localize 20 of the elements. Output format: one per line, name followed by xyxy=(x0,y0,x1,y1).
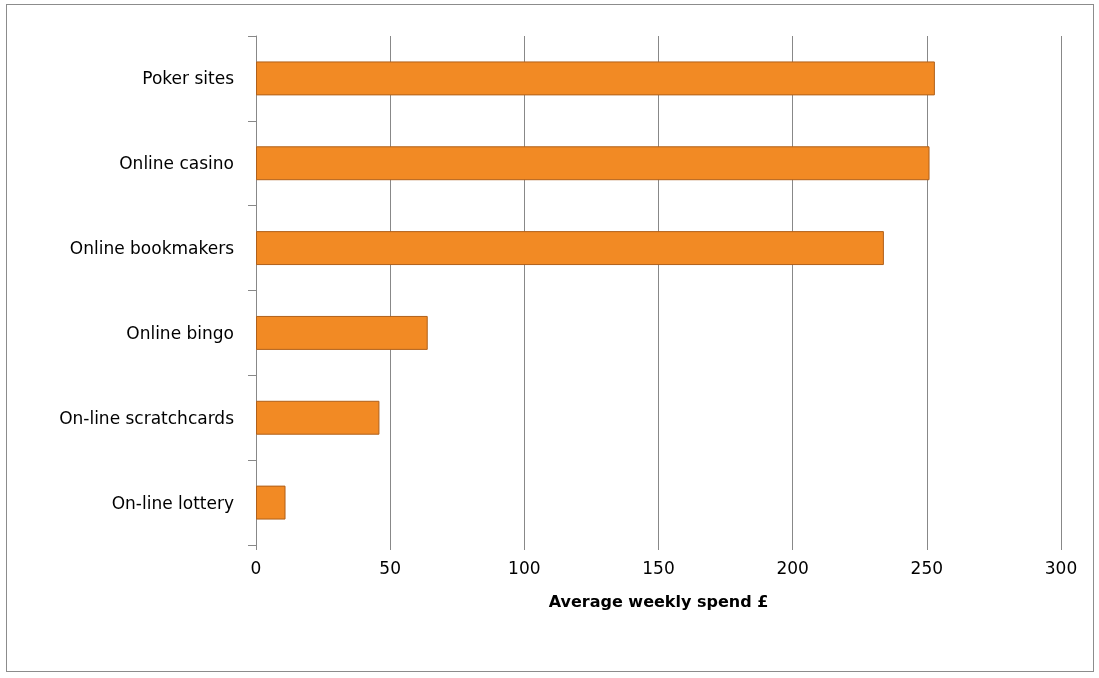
bar xyxy=(256,315,428,350)
bar xyxy=(256,485,286,520)
x-axis-title: Average weekly spend £ xyxy=(548,591,769,611)
y-tick-label: On-line scratchcards xyxy=(59,407,235,428)
x-tick-label: 150 xyxy=(642,557,675,578)
x-tick-label: 200 xyxy=(776,557,809,578)
y-tick-label: Poker sites xyxy=(142,68,235,89)
y-tick-label: Online bookmakers xyxy=(69,238,235,259)
bar xyxy=(256,231,884,266)
y-tick-label: Online casino xyxy=(119,153,234,174)
x-tick-label: 0 xyxy=(250,557,262,578)
y-tick-label: On-line lottery xyxy=(111,492,234,513)
x-tick-label: 50 xyxy=(379,557,401,578)
x-tick-label: 250 xyxy=(910,557,944,578)
bar xyxy=(256,400,380,435)
bar xyxy=(256,146,930,181)
x-tick-label: 300 xyxy=(1044,557,1078,578)
y-tick-label: Online bingo xyxy=(126,322,234,343)
x-tick-label: 100 xyxy=(508,557,541,578)
bar xyxy=(256,61,935,96)
